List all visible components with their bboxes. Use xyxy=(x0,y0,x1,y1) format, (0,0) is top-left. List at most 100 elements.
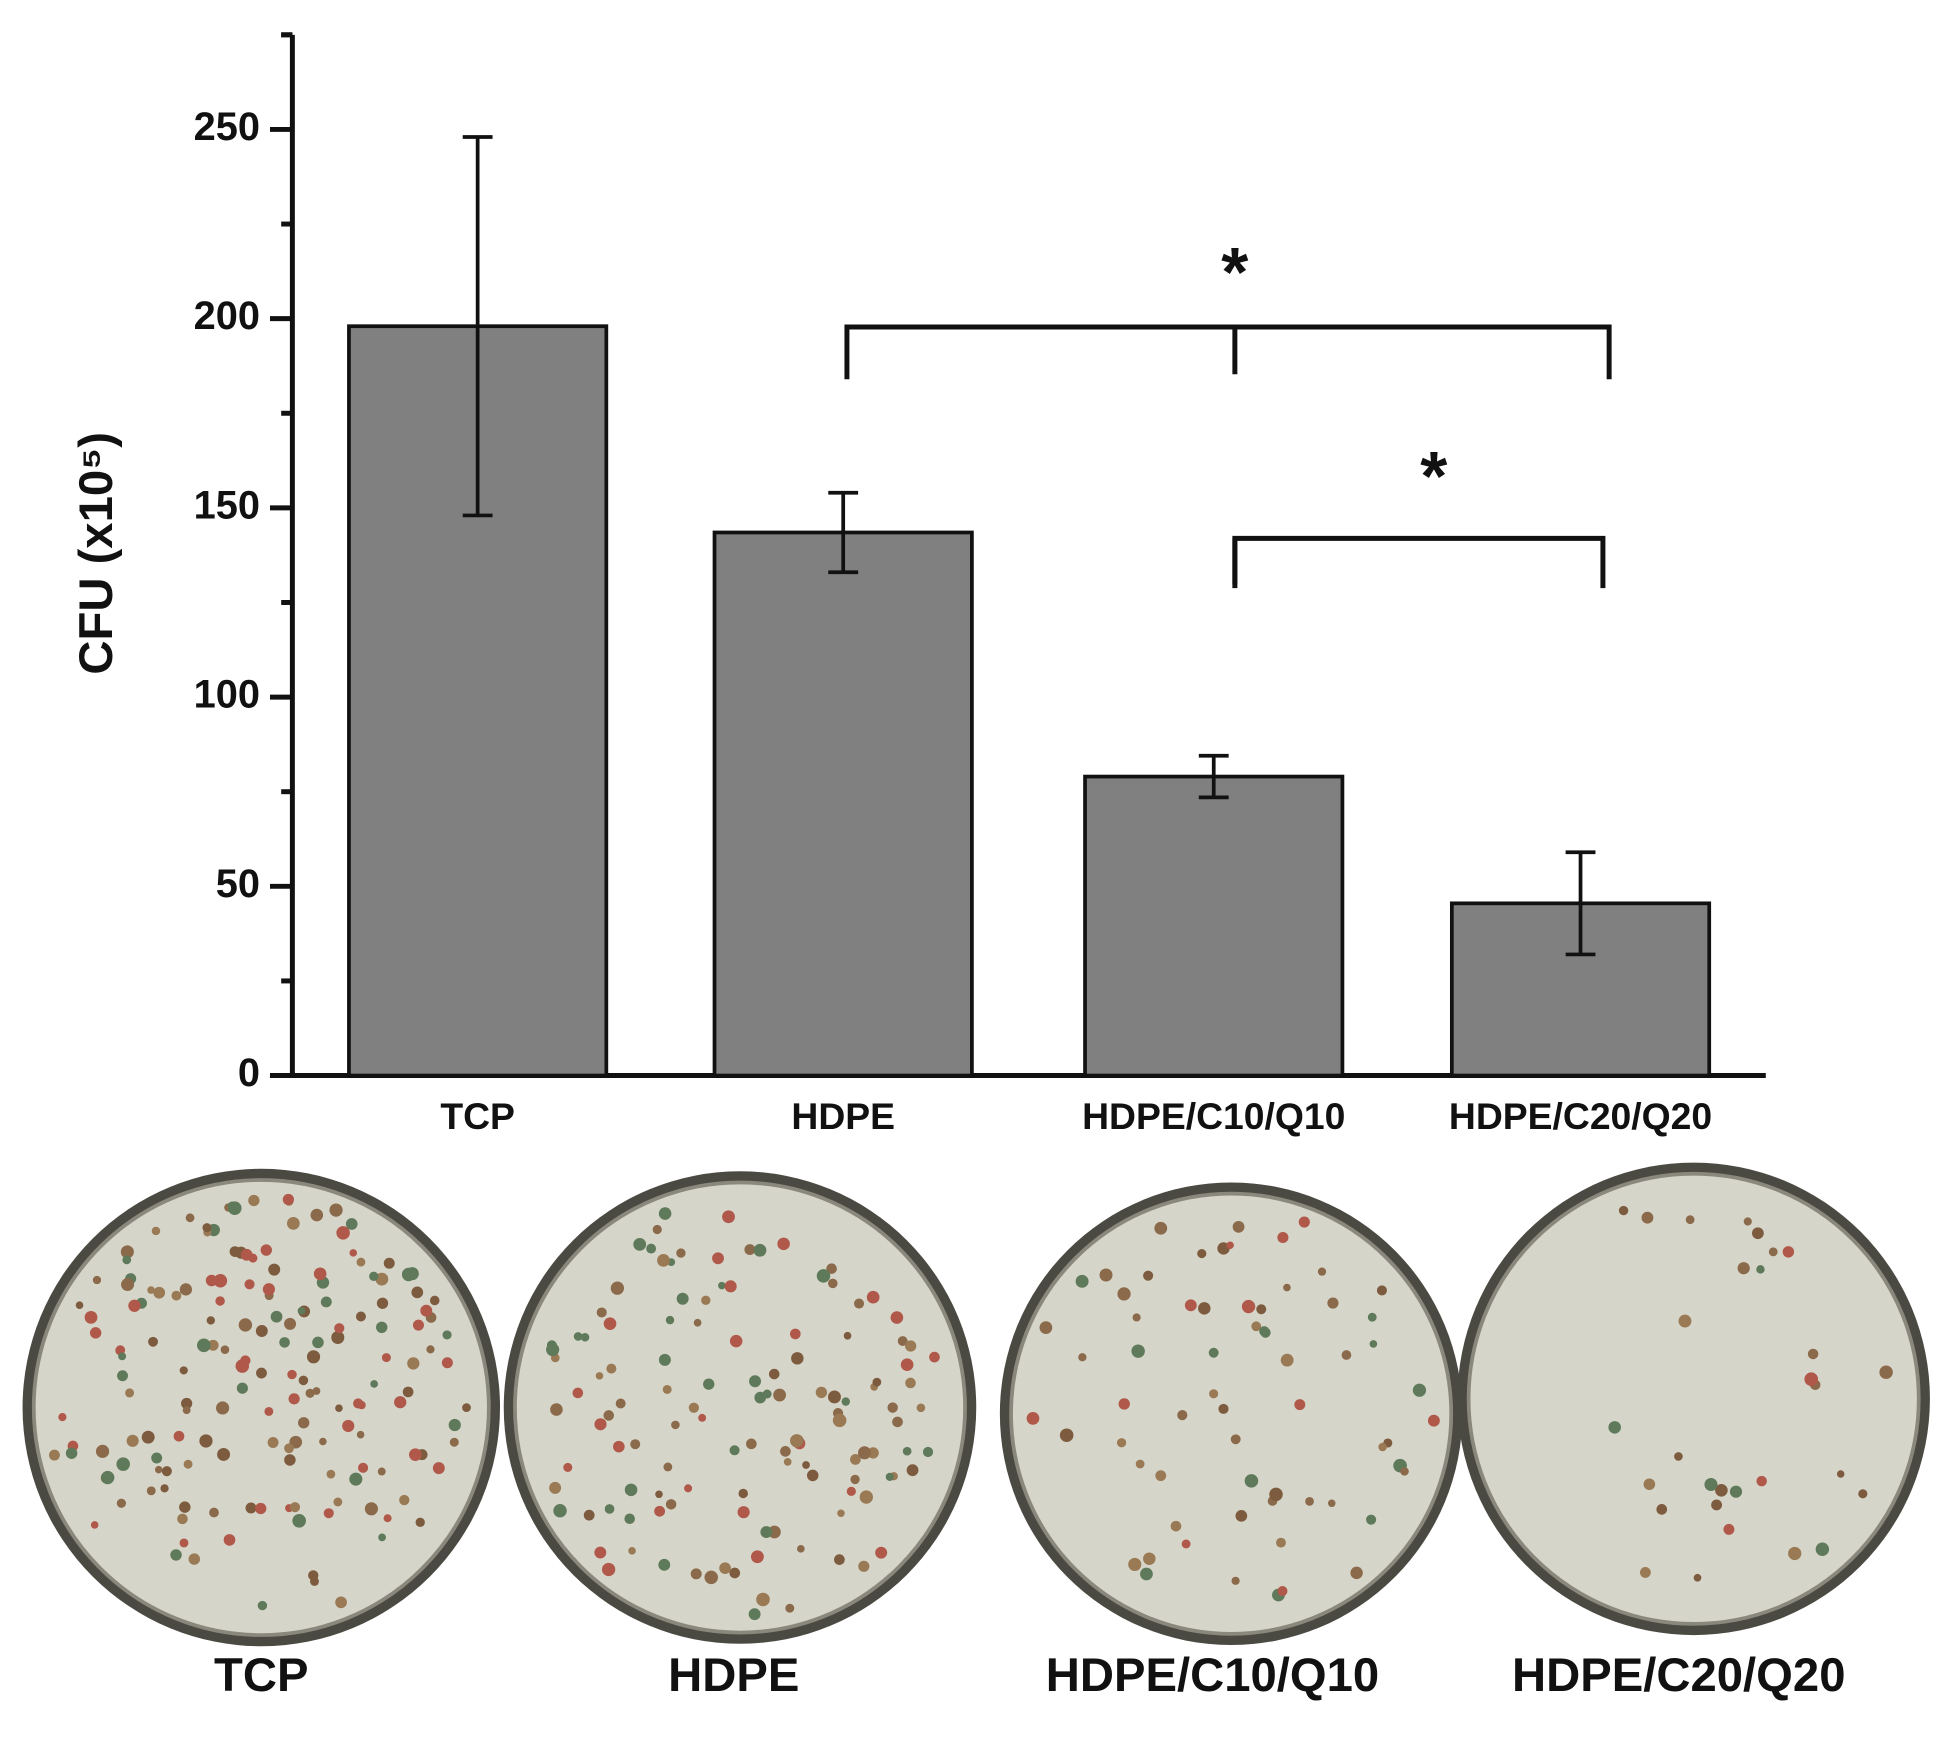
colony xyxy=(209,1507,219,1518)
colony xyxy=(409,1448,422,1462)
colony xyxy=(1711,1499,1723,1511)
colony xyxy=(349,1472,363,1486)
colony xyxy=(1715,1483,1728,1497)
colony xyxy=(179,1538,189,1548)
colony xyxy=(353,1398,364,1409)
petri-dish xyxy=(31,1178,491,1637)
colony xyxy=(604,1504,615,1514)
colony xyxy=(1198,1302,1211,1315)
colony xyxy=(238,1318,253,1332)
colony xyxy=(349,1249,358,1257)
colony xyxy=(153,1286,166,1299)
colony xyxy=(662,1384,672,1394)
colony xyxy=(1427,1414,1440,1427)
colony xyxy=(1226,1241,1234,1249)
colony xyxy=(260,1244,272,1256)
colony xyxy=(1815,1542,1830,1556)
colony xyxy=(729,1334,743,1348)
colony xyxy=(1743,1217,1752,1226)
colony xyxy=(890,1311,904,1324)
x-tick-label: HDPE/C20/Q20 xyxy=(1449,1095,1712,1137)
colony xyxy=(448,1418,461,1432)
colony xyxy=(122,1255,132,1265)
colony xyxy=(358,1462,369,1473)
colony xyxy=(331,1331,345,1345)
colony xyxy=(89,1327,102,1339)
colony xyxy=(1244,1474,1259,1488)
colony xyxy=(658,1353,671,1366)
y-tick-label: 0 xyxy=(238,1051,260,1095)
colony xyxy=(665,1315,675,1325)
colony xyxy=(312,1387,321,1395)
colony xyxy=(1181,1539,1191,1549)
colony xyxy=(364,1502,378,1516)
colony xyxy=(806,1469,819,1482)
colony xyxy=(701,1295,711,1305)
colony xyxy=(381,1353,391,1363)
colony xyxy=(1327,1297,1339,1309)
colony xyxy=(922,1446,934,1458)
colony xyxy=(1256,1304,1267,1315)
colony xyxy=(1412,1383,1427,1397)
colony xyxy=(378,1533,386,1542)
colony xyxy=(125,1388,135,1398)
colony xyxy=(217,1447,231,1461)
colony xyxy=(415,1517,425,1527)
colony xyxy=(240,1248,253,1261)
colony xyxy=(1752,1227,1764,1240)
colony xyxy=(148,1336,158,1347)
colony xyxy=(749,1375,762,1388)
colony xyxy=(171,1290,182,1301)
colony xyxy=(1140,1567,1153,1581)
colony xyxy=(1135,1459,1145,1469)
colony xyxy=(1039,1321,1053,1334)
colony xyxy=(267,1437,279,1448)
colony xyxy=(342,1419,355,1433)
colony xyxy=(1693,1573,1702,1582)
colony xyxy=(1804,1372,1819,1386)
colony xyxy=(308,1570,319,1581)
colony xyxy=(550,1403,563,1416)
colony xyxy=(676,1248,686,1258)
colony xyxy=(257,1600,268,1611)
colony xyxy=(284,1317,297,1330)
colony xyxy=(334,1323,345,1334)
colony xyxy=(688,1402,699,1413)
colony xyxy=(887,1402,898,1413)
colony xyxy=(1116,1438,1127,1448)
colony xyxy=(154,1465,163,1474)
colony xyxy=(846,1486,856,1497)
colony xyxy=(65,1447,78,1459)
photo-caption: TCP xyxy=(214,1649,308,1702)
colony xyxy=(116,1457,130,1471)
error-bar xyxy=(828,490,859,575)
colony xyxy=(603,1410,614,1421)
colony xyxy=(816,1269,831,1283)
colony xyxy=(356,1257,366,1267)
colony xyxy=(1099,1268,1113,1282)
y-tick-label: 100 xyxy=(194,673,260,717)
colony xyxy=(101,1470,115,1485)
colony xyxy=(297,1307,306,1315)
colony xyxy=(826,1263,837,1274)
significance-star: * xyxy=(1420,437,1448,515)
colony xyxy=(546,1343,560,1357)
colony xyxy=(1376,1285,1387,1296)
colony xyxy=(383,1514,392,1523)
petri-dish xyxy=(1466,1171,1921,1626)
colony xyxy=(161,1466,172,1477)
colony xyxy=(58,1413,67,1422)
colony xyxy=(220,1345,230,1354)
bar xyxy=(712,530,974,1078)
colony xyxy=(1232,1220,1245,1233)
colony xyxy=(722,1210,735,1224)
significance-bracket xyxy=(1232,535,1606,589)
error-bar xyxy=(1198,753,1229,800)
colony xyxy=(837,1509,845,1518)
colony xyxy=(902,1446,912,1456)
bar xyxy=(1083,774,1345,1078)
colony xyxy=(744,1244,756,1256)
colony xyxy=(255,1502,267,1515)
colony xyxy=(693,1318,702,1327)
colony xyxy=(1674,1452,1683,1461)
